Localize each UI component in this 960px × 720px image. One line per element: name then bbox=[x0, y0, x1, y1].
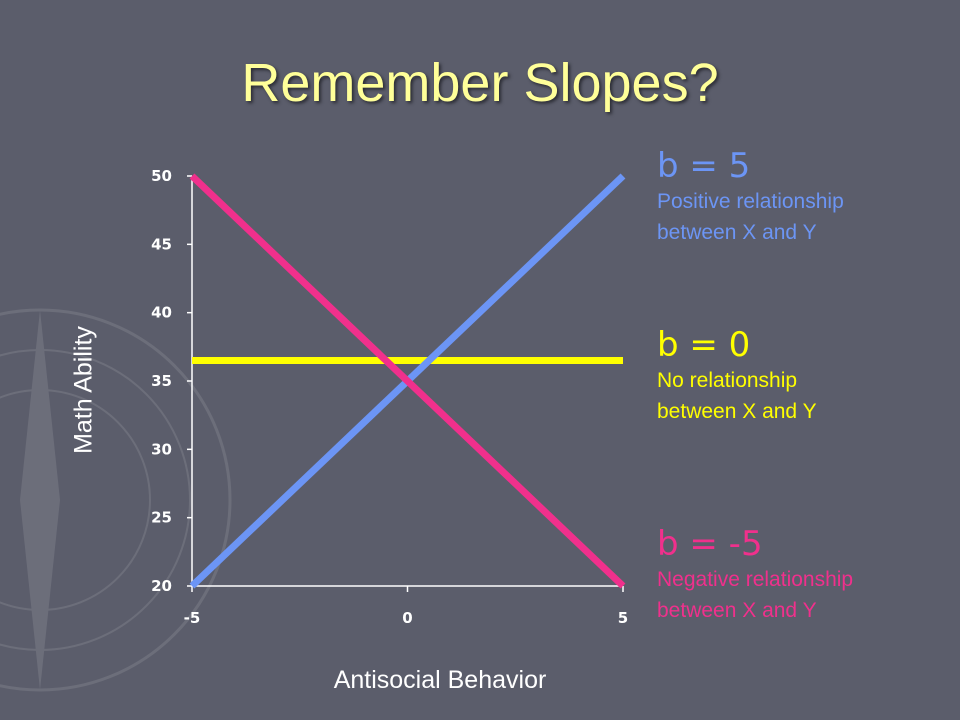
y-tick-label: 25 bbox=[151, 509, 172, 527]
annotation-negative-slope: b = -5 Negative relationship between X a… bbox=[657, 524, 853, 626]
slide-title: Remember Slopes? bbox=[241, 53, 719, 113]
x-tick-label: 0 bbox=[402, 609, 412, 627]
annotation-negative-line1: Negative relationship bbox=[657, 568, 854, 591]
x-tick-label: -5 bbox=[184, 609, 201, 627]
y-tick-label: 40 bbox=[151, 304, 172, 322]
annotation-negative-equation: b = -5 bbox=[657, 524, 763, 564]
y-tick-label: 30 bbox=[151, 440, 172, 458]
y-tick-label: 45 bbox=[151, 235, 172, 253]
series-line-negative bbox=[189, 173, 626, 589]
y-tick-label: 50 bbox=[151, 167, 172, 185]
annotation-zero-line1: No relationship bbox=[657, 369, 798, 392]
annotation-zero-slope: b = 0 No relationship between X and Y bbox=[657, 325, 817, 427]
background-compass-ornament bbox=[0, 308, 232, 692]
annotation-negative-line2: between X and Y bbox=[657, 599, 817, 622]
annotation-zero-equation: b = 0 bbox=[657, 325, 751, 365]
y-tick-label: 20 bbox=[151, 577, 172, 595]
x-axis-label: Antisocial Behavior bbox=[333, 666, 547, 694]
y-axis-label: Math Ability bbox=[69, 326, 98, 454]
x-tick-label: 5 bbox=[618, 609, 628, 627]
annotation-zero-line2: between X and Y bbox=[657, 400, 817, 423]
annotation-positive-equation: b = 5 bbox=[657, 146, 751, 186]
annotation-positive-line2: between X and Y bbox=[657, 221, 817, 244]
y-tick-label: 35 bbox=[151, 372, 172, 390]
annotation-positive-slope: b = 5 Positive relationship between X an… bbox=[657, 146, 844, 248]
annotation-positive-line1: Positive relationship bbox=[657, 190, 844, 213]
